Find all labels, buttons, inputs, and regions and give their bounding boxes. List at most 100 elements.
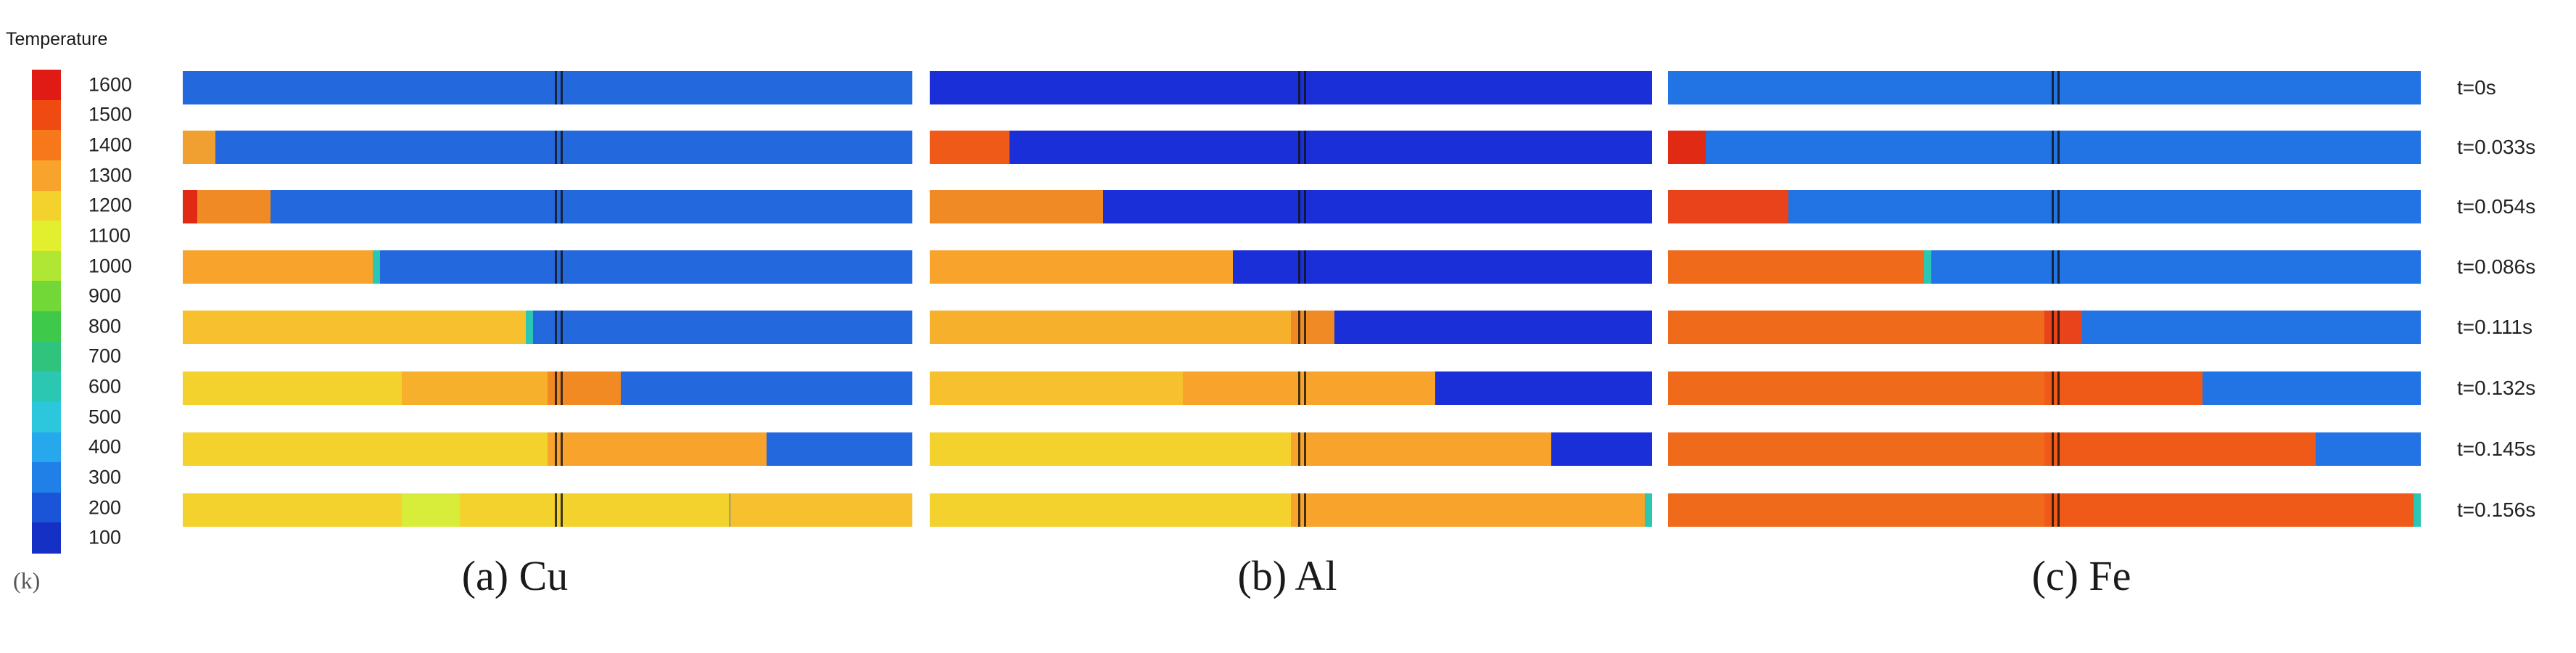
field-strip-al <box>930 371 1652 405</box>
diaphragm-marker <box>2052 131 2055 164</box>
diaphragm-marker <box>555 250 558 284</box>
temperature-zone <box>183 432 548 466</box>
field-strip-cu <box>183 311 912 344</box>
diaphragm-marker <box>555 71 558 104</box>
colorbar-band <box>32 341 61 372</box>
temperature-zone <box>183 71 912 104</box>
panel-caption: (c) Fe <box>2031 552 2131 599</box>
colorbar-band <box>32 70 61 101</box>
diaphragm-marker <box>2057 371 2060 405</box>
colorbar-band <box>32 522 61 554</box>
diaphragm-marker <box>2057 190 2060 223</box>
field-strip-fe <box>1668 71 2421 104</box>
temperature-zone <box>1551 432 1652 466</box>
temperature-zone <box>183 371 402 405</box>
temperature-zone <box>2315 432 2421 466</box>
temperature-zone <box>1668 493 2044 527</box>
diaphragm-marker <box>2052 71 2055 104</box>
temperature-zone <box>401 493 461 527</box>
diaphragm-marker <box>1303 250 1306 284</box>
colorbar-band <box>32 401 61 432</box>
temperature-zone <box>1009 131 1652 164</box>
colorbar-band <box>32 250 61 282</box>
temperature-zone <box>270 190 912 223</box>
legend-title: Temperature <box>6 29 108 49</box>
field-strip-al <box>930 311 1652 344</box>
legend-tick-label: 1600 <box>88 73 133 96</box>
temperature-zone <box>1291 371 1436 405</box>
temperature-zone <box>930 190 1104 223</box>
diaphragm-marker <box>1303 190 1306 223</box>
field-strip-cu <box>183 432 912 466</box>
diaphragm-marker <box>1303 493 1306 527</box>
temperature-zone <box>2081 311 2421 344</box>
diaphragm-marker <box>1303 311 1306 344</box>
temperature-zone <box>183 131 216 164</box>
legend-tick-label: 400 <box>88 435 122 458</box>
legend-tick-label: 1300 <box>88 164 133 186</box>
field-strip-cu <box>183 493 912 527</box>
field-strip-fe <box>1668 131 2421 164</box>
temperature-zone <box>1788 190 2421 223</box>
field-strip-cu <box>183 371 912 405</box>
temperature-zone <box>766 432 912 466</box>
time-label: t=0.033s <box>2457 136 2536 158</box>
temperature-zone <box>2044 432 2316 466</box>
temperature-zone <box>1668 250 1924 284</box>
temperature-zone <box>1668 432 2044 466</box>
temperature-zone <box>930 250 1234 284</box>
time-label: t=0.054s <box>2457 195 2536 218</box>
field-strip-fe <box>1668 250 2421 284</box>
colorbar-band <box>32 432 61 463</box>
temperature-zone <box>1668 131 1706 164</box>
diaphragm-marker <box>1303 131 1306 164</box>
legend-tick-label: 1100 <box>88 224 131 247</box>
time-label: t=0s <box>2457 76 2496 99</box>
temperature-zone <box>183 190 198 223</box>
diaphragm-marker <box>561 432 564 466</box>
diaphragm-marker <box>2057 493 2060 527</box>
field-strip-fe <box>1668 190 2421 223</box>
field-strip-fe <box>1668 493 2421 527</box>
field-strip-fe <box>1668 432 2421 466</box>
field-strip-fe <box>1668 311 2421 344</box>
legend-tick-label: 300 <box>88 466 122 488</box>
legend-tick-label: 500 <box>88 406 122 428</box>
diaphragm-marker <box>1297 131 1300 164</box>
field-strip-cu <box>183 131 912 164</box>
temperature-zone <box>2044 371 2203 405</box>
legend-tick-label: 1400 <box>88 134 133 156</box>
diaphragm-marker <box>2052 311 2055 344</box>
temperature-zone <box>2202 371 2421 405</box>
temperature-zone <box>548 371 621 405</box>
field-strip-cu <box>183 190 912 223</box>
diaphragm-marker <box>2057 311 2060 344</box>
colorbar-band <box>32 99 61 131</box>
diaphragm-marker <box>555 432 558 466</box>
diaphragm-marker <box>1297 432 1300 466</box>
field-strip-cu <box>183 250 912 284</box>
field-strip-al <box>930 493 1652 527</box>
temperature-zone <box>930 493 1291 527</box>
colorbar-band <box>32 492 61 523</box>
temperature-zone <box>1334 311 1652 344</box>
temperature-zone <box>1435 371 1652 405</box>
diaphragm-marker <box>1297 371 1300 405</box>
field-strip-al <box>930 250 1652 284</box>
temperature-zone <box>401 371 548 405</box>
temperature-zone <box>1668 71 2421 104</box>
diaphragm-marker <box>555 493 558 527</box>
diaphragm-marker <box>2052 371 2055 405</box>
field-strip-fe <box>1668 371 2421 405</box>
temperature-zone <box>183 311 526 344</box>
temperature-zone <box>2044 493 2414 527</box>
temperature-zone <box>525 311 533 344</box>
legend-tick-label: 600 <box>88 375 122 398</box>
temperature-zone <box>183 250 373 284</box>
time-label: t=0.111s <box>2457 316 2533 338</box>
diaphragm-marker <box>2052 493 2055 527</box>
temperature-zone <box>1233 250 1652 284</box>
temperature-legend: Temperature 1600 1500 1400 1300 1200 1100 1000… <box>0 0 174 653</box>
diaphragm-marker <box>1297 71 1300 104</box>
temperature-zone <box>197 190 271 223</box>
